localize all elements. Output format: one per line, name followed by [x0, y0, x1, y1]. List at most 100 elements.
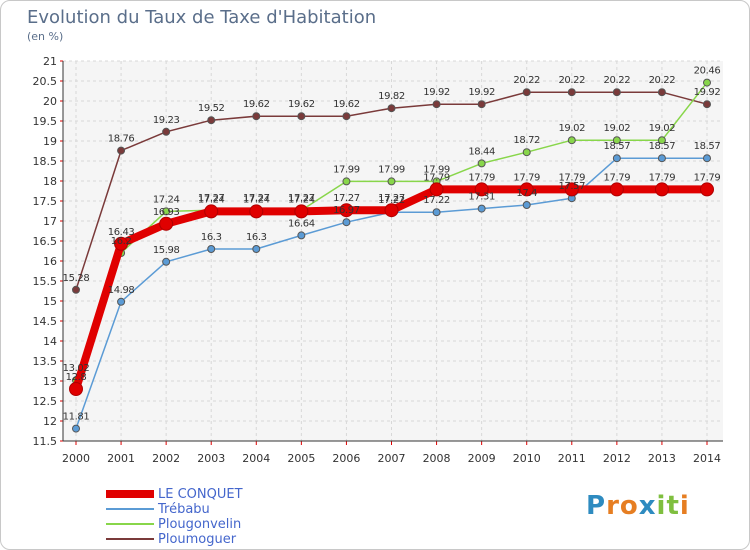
logo-letter: x	[638, 491, 657, 521]
data-point	[204, 204, 219, 219]
logo-letter: i	[679, 491, 690, 521]
data-point	[703, 78, 711, 87]
data-label: 17.79	[513, 172, 540, 183]
y-tick-label: 15.5	[33, 275, 58, 288]
data-point	[252, 112, 261, 121]
data-point	[519, 182, 534, 197]
data-label: 17.4	[516, 188, 537, 199]
logo-letter: t	[666, 491, 680, 521]
data-label: 13.02	[63, 363, 90, 374]
data-label: 14.98	[108, 285, 135, 296]
data-point	[657, 88, 666, 97]
data-label: 12.8	[66, 372, 87, 383]
data-label: 17.79	[649, 172, 676, 183]
data-label: 17.24	[198, 194, 225, 205]
data-label: 17.79	[694, 172, 721, 183]
data-point	[297, 231, 306, 240]
data-label: 19.02	[649, 123, 676, 134]
y-tick-label: 16.5	[33, 235, 58, 248]
data-point	[252, 245, 261, 253]
legend-swatch	[106, 538, 154, 540]
data-point	[162, 257, 171, 266]
chart-title: Evolution du Taux de Taxe d'Habitation	[27, 7, 377, 28]
data-label: 19.02	[604, 123, 631, 134]
data-point	[114, 236, 129, 251]
data-point	[612, 88, 621, 97]
y-tick-label: 14	[43, 335, 57, 348]
y-tick-label: 19	[43, 135, 57, 148]
legend-swatch	[106, 490, 154, 498]
proxiti-logo: Proxiti	[586, 491, 690, 521]
data-label: 17.27	[288, 193, 315, 204]
data-label: 19.92	[694, 87, 721, 98]
data-label: 19.92	[468, 87, 495, 98]
chart-subtitle: (en %)	[27, 30, 64, 43]
data-point	[387, 177, 396, 186]
x-tick-label: 2003	[197, 452, 225, 465]
legend-item: Ploumoguer	[106, 531, 237, 547]
data-point	[700, 182, 714, 197]
x-tick-label: 2013	[648, 452, 676, 465]
x-tick-label: 2001	[107, 452, 135, 465]
x-tick-label: 2004	[242, 452, 270, 465]
data-point	[294, 204, 309, 219]
data-point	[384, 203, 399, 218]
data-point	[567, 88, 576, 97]
data-label: 15.28	[63, 273, 90, 284]
data-point	[522, 88, 531, 97]
y-tick-label: 19.5	[33, 115, 58, 128]
legend-label: Ploumoguer	[158, 531, 237, 547]
y-tick-label: 12	[43, 415, 57, 428]
data-point	[612, 154, 621, 163]
data-label: 19.52	[198, 103, 225, 114]
data-label: 17.24	[288, 194, 315, 205]
data-label: 16.64	[288, 218, 315, 229]
legend-label: Plougonvelin	[158, 516, 242, 532]
x-tick-label: 2010	[513, 452, 541, 465]
data-label: 17.31	[468, 192, 495, 203]
x-tick-label: 2012	[603, 452, 631, 465]
legend-item: LE CONQUET	[106, 486, 243, 502]
y-tick-label: 20	[43, 95, 57, 108]
y-tick-label: 15	[43, 295, 57, 308]
data-point	[429, 182, 444, 197]
data-point	[72, 424, 80, 433]
data-point	[477, 100, 486, 109]
data-label: 11.81	[63, 412, 90, 423]
data-label: 17.24	[243, 194, 270, 205]
data-label: 17.22	[423, 195, 450, 206]
data-point	[339, 203, 354, 218]
data-label: 19.92	[423, 87, 450, 98]
data-point	[564, 182, 579, 197]
data-label: 16.93	[153, 207, 180, 218]
data-label: 18.57	[604, 141, 631, 152]
data-point	[703, 154, 711, 163]
data-label: 20.46	[694, 66, 721, 77]
data-point	[117, 297, 126, 306]
y-tick-label: 18.5	[33, 155, 58, 168]
legend-label: LE CONQUET	[158, 486, 243, 502]
y-tick-label: 17	[43, 215, 57, 228]
y-tick-label: 21	[43, 55, 57, 68]
data-point	[477, 204, 486, 213]
data-point	[609, 182, 624, 197]
x-tick-label: 2014	[693, 452, 721, 465]
data-point	[342, 177, 351, 186]
data-label: 20.22	[558, 75, 585, 86]
data-label: 17.27	[378, 193, 405, 204]
legend-item: Trébabu	[106, 502, 210, 517]
data-label: 16.3	[201, 232, 222, 243]
data-label: 20.22	[649, 75, 676, 86]
data-point	[162, 207, 171, 216]
data-label: 17.24	[153, 194, 180, 205]
data-point	[432, 100, 441, 109]
y-tick-label: 16	[43, 255, 57, 268]
plot-area	[63, 61, 723, 441]
data-point	[207, 116, 216, 125]
data-label: 20.22	[513, 75, 540, 86]
y-tick-label: 13	[43, 375, 57, 388]
data-label: 17.99	[378, 164, 405, 175]
data-point	[72, 285, 80, 294]
x-tick-label: 2007	[378, 452, 406, 465]
